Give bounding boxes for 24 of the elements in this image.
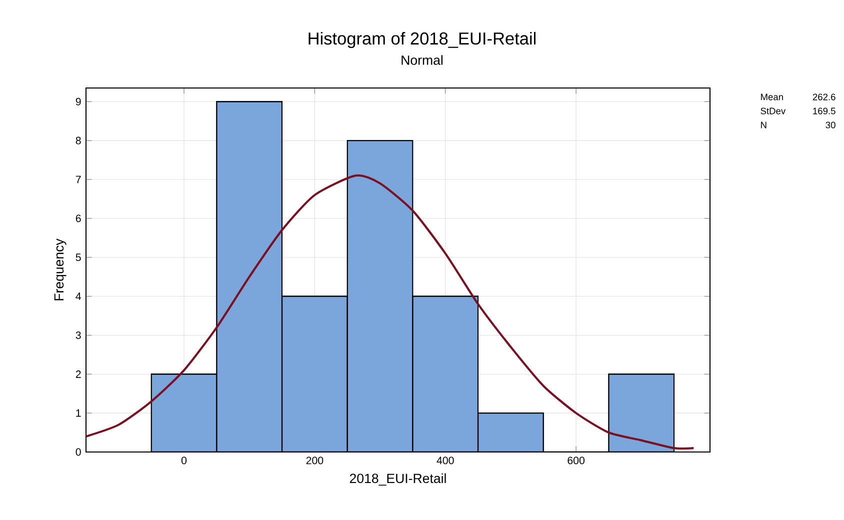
chart-subtitle: Normal — [402, 55, 443, 65]
y-tick-label: 6 — [76, 214, 81, 222]
x-axis-title: 2018_EUI-Retail — [350, 473, 446, 486]
y-tick-label: 0 — [76, 448, 81, 456]
text: N — [761, 122, 766, 128]
text: 262.6 — [812, 94, 836, 100]
y-tick-label: 7 — [76, 176, 81, 184]
y-tick-label: 4 — [76, 292, 82, 300]
y-tick-label: 2 — [76, 370, 81, 378]
x-tick-label: 600 — [568, 456, 585, 464]
x-tick-label: 400 — [436, 456, 454, 464]
x-tick-label: 0 — [181, 456, 187, 464]
chart-title: Histogram of 2018_EUI-Retail — [308, 32, 536, 48]
y-axis-title: Frequency — [54, 238, 66, 300]
x-tick-label: 200 — [306, 456, 324, 464]
y-tick-label: 8 — [76, 136, 81, 144]
y-tick-label: 1 — [76, 409, 81, 417]
y-tick-label: 9 — [76, 98, 81, 106]
y-tick-label: 5 — [76, 254, 81, 262]
text: Mean — [761, 94, 783, 100]
text: 30 — [826, 122, 836, 128]
y-tick-label: 3 — [76, 331, 81, 339]
text: 169.5 — [813, 108, 836, 114]
text: StDev — [760, 108, 786, 114]
